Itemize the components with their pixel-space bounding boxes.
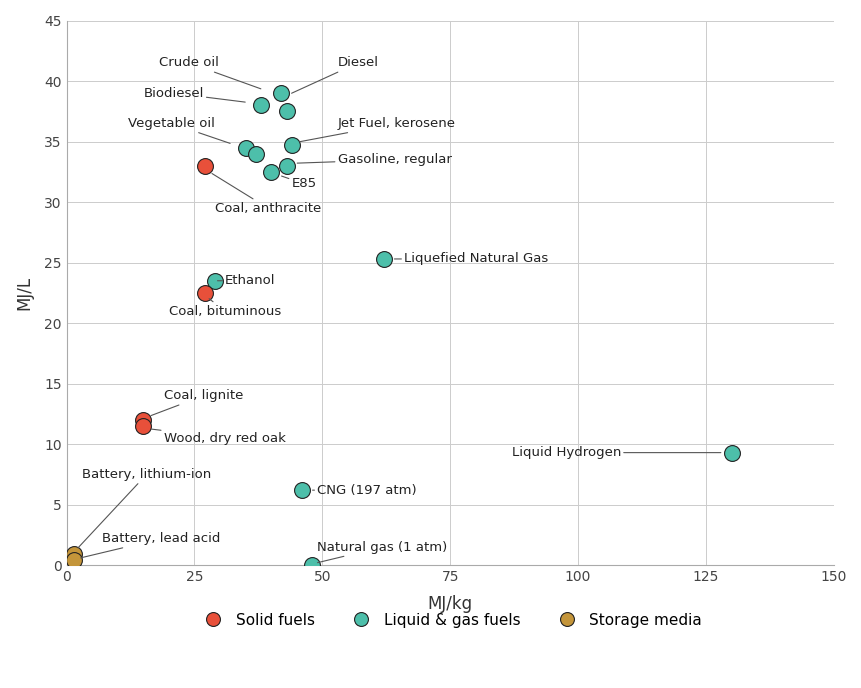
Point: [208, 275, 221, 286]
Point: [238, 142, 252, 153]
Point: [264, 166, 278, 178]
Point: [136, 420, 150, 431]
Text: Biodiesel: Biodiesel: [143, 87, 245, 102]
Text: Battery, lead acid: Battery, lead acid: [81, 532, 220, 558]
Point: [197, 288, 211, 299]
Text: Coal, anthracite: Coal, anthracite: [212, 173, 321, 215]
Text: E85: E85: [282, 176, 316, 191]
Point: [724, 447, 738, 458]
Text: Coal, bituminous: Coal, bituminous: [169, 299, 281, 317]
Point: [279, 106, 293, 117]
X-axis label: MJ/kg: MJ/kg: [427, 595, 472, 613]
Text: Liquefied Natural Gas: Liquefied Natural Gas: [394, 252, 548, 266]
Text: Gasoline, regular: Gasoline, regular: [297, 153, 451, 166]
Y-axis label: MJ/L: MJ/L: [15, 276, 33, 310]
Text: CNG (197 atm): CNG (197 atm): [313, 484, 417, 497]
Text: Liquid Hydrogen: Liquid Hydrogen: [511, 446, 720, 459]
Text: Jet Fuel, kerosene: Jet Fuel, kerosene: [300, 117, 455, 142]
Text: Vegetable oil: Vegetable oil: [127, 117, 230, 143]
Text: Diesel: Diesel: [291, 56, 378, 94]
Point: [305, 559, 319, 570]
Legend: Solid fuels, Liquid & gas fuels, Storage media: Solid fuels, Liquid & gas fuels, Storage…: [192, 607, 708, 634]
Text: Coal, lignite: Coal, lignite: [151, 389, 243, 416]
Text: Crude oil: Crude oil: [158, 56, 261, 89]
Text: Wood, dry red oak: Wood, dry red oak: [152, 429, 285, 444]
Point: [254, 100, 268, 111]
Point: [249, 148, 263, 159]
Point: [279, 160, 293, 171]
Text: Battery, lithium-ion: Battery, lithium-ion: [78, 468, 211, 548]
Point: [67, 555, 81, 566]
Point: [67, 549, 81, 560]
Text: Ethanol: Ethanol: [217, 275, 276, 288]
Point: [294, 484, 308, 495]
Text: Natural gas (1 atm): Natural gas (1 atm): [317, 541, 447, 563]
Point: [197, 160, 211, 171]
Point: [284, 140, 298, 151]
Point: [136, 414, 150, 425]
Point: [274, 87, 288, 98]
Point: [376, 253, 390, 264]
